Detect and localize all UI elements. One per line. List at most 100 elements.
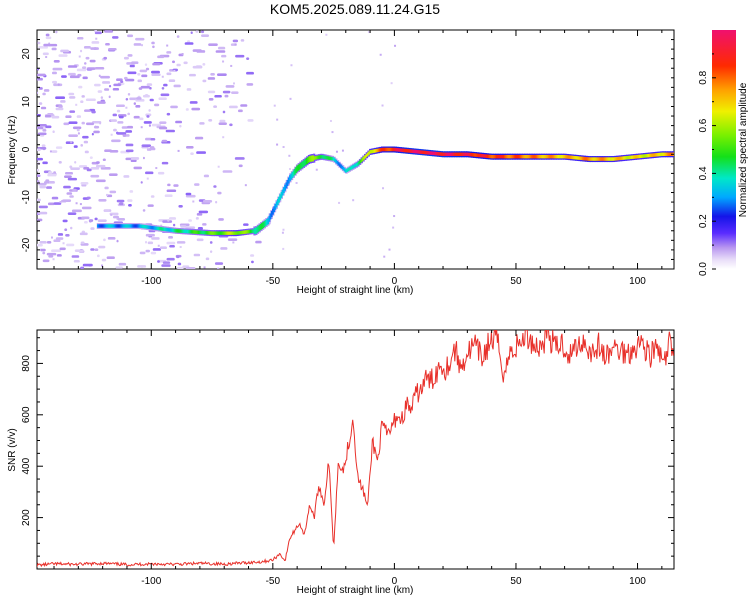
noise-mark (149, 146, 155, 149)
band-core (269, 213, 272, 220)
band-core (330, 156, 333, 161)
band-core (156, 226, 159, 231)
band-core (112, 224, 115, 228)
band-core (319, 155, 322, 159)
noise-mark (42, 259, 50, 263)
band-core (505, 154, 508, 159)
band-core (116, 224, 119, 228)
noise-mark (71, 209, 82, 213)
noise-mark (246, 57, 250, 60)
noise-mark (94, 83, 101, 87)
noise-mark (69, 195, 74, 198)
noise-mark (55, 237, 64, 240)
noise-mark (106, 256, 115, 260)
noise-mark (331, 131, 334, 134)
noise-mark (192, 65, 203, 69)
noise-mark (90, 227, 95, 230)
noise-mark (73, 259, 80, 263)
noise-mark (100, 75, 110, 79)
noise-mark (190, 31, 193, 35)
band-core (541, 154, 544, 159)
band-core (461, 152, 464, 156)
spectrogram-y-axis: -20 -10 0 10 20 (21, 29, 674, 270)
band-core (385, 147, 387, 152)
band-core (265, 219, 268, 226)
noise-mark (42, 52, 49, 56)
noise-mark (104, 209, 110, 212)
band-core (538, 154, 541, 159)
band-core (244, 230, 246, 234)
noise-mark (352, 199, 355, 202)
band-core (420, 150, 423, 154)
noise-mark (246, 71, 254, 75)
band-core (106, 224, 109, 228)
band-core (658, 152, 661, 157)
band-core (476, 153, 479, 157)
band-core (148, 225, 150, 229)
band-core (127, 224, 130, 228)
noise-mark (166, 44, 169, 47)
noise-mark (197, 227, 203, 230)
band-core (229, 231, 232, 235)
band-core (596, 157, 599, 161)
band-core (552, 154, 555, 159)
noise-mark (38, 102, 43, 105)
noise-mark (55, 30, 58, 34)
noise-mark (80, 144, 84, 147)
noise-mark (116, 132, 127, 135)
band-core (304, 158, 307, 165)
noise-mark (367, 31, 370, 34)
noise-mark (81, 206, 92, 210)
band-core (580, 156, 583, 161)
noise-mark (251, 260, 254, 264)
noise-mark (393, 215, 396, 218)
noise-mark (129, 64, 135, 68)
noise-mark (123, 56, 129, 60)
noise-mark (234, 43, 237, 46)
band-core (344, 169, 347, 173)
band-core (324, 155, 327, 160)
band-core (410, 149, 413, 153)
noise-mark (80, 266, 85, 269)
noise-mark (68, 92, 75, 96)
noise-mark (184, 42, 194, 45)
noise-mark (166, 189, 177, 193)
colorbar-label: Normalized spectral amplitude (738, 82, 749, 217)
noise-mark (91, 110, 96, 114)
band-core (625, 156, 628, 160)
band-core (588, 157, 590, 161)
noise-mark (113, 83, 121, 87)
band-core (169, 228, 172, 232)
x-tick-label: -50 (266, 576, 281, 587)
band-core (124, 224, 127, 228)
noise-mark (37, 132, 47, 136)
band-core (313, 156, 316, 160)
band-core (223, 231, 226, 235)
band-core (315, 155, 318, 160)
noise-mark (199, 122, 205, 125)
noise-mark (200, 30, 205, 34)
band-core (363, 156, 366, 160)
band-core (173, 228, 176, 233)
noise-mark (207, 90, 216, 94)
noise-mark (213, 105, 217, 108)
noise-mark (110, 133, 113, 136)
noise-mark (58, 54, 68, 57)
noise-mark (130, 157, 139, 160)
noise-mark (191, 107, 201, 111)
noise-mark (73, 145, 78, 148)
noise-mark (196, 50, 206, 53)
noise-mark (98, 74, 101, 78)
band-core (567, 155, 570, 159)
band-core (368, 151, 370, 155)
noise-mark (95, 179, 106, 183)
band-core (103, 224, 105, 228)
band-core (645, 154, 648, 158)
noise-mark (139, 117, 144, 121)
noise-mark (81, 216, 90, 220)
band-core (637, 154, 640, 159)
noise-mark (138, 87, 143, 90)
noise-mark (116, 239, 119, 243)
band-core (623, 156, 626, 160)
noise-mark (255, 240, 262, 244)
